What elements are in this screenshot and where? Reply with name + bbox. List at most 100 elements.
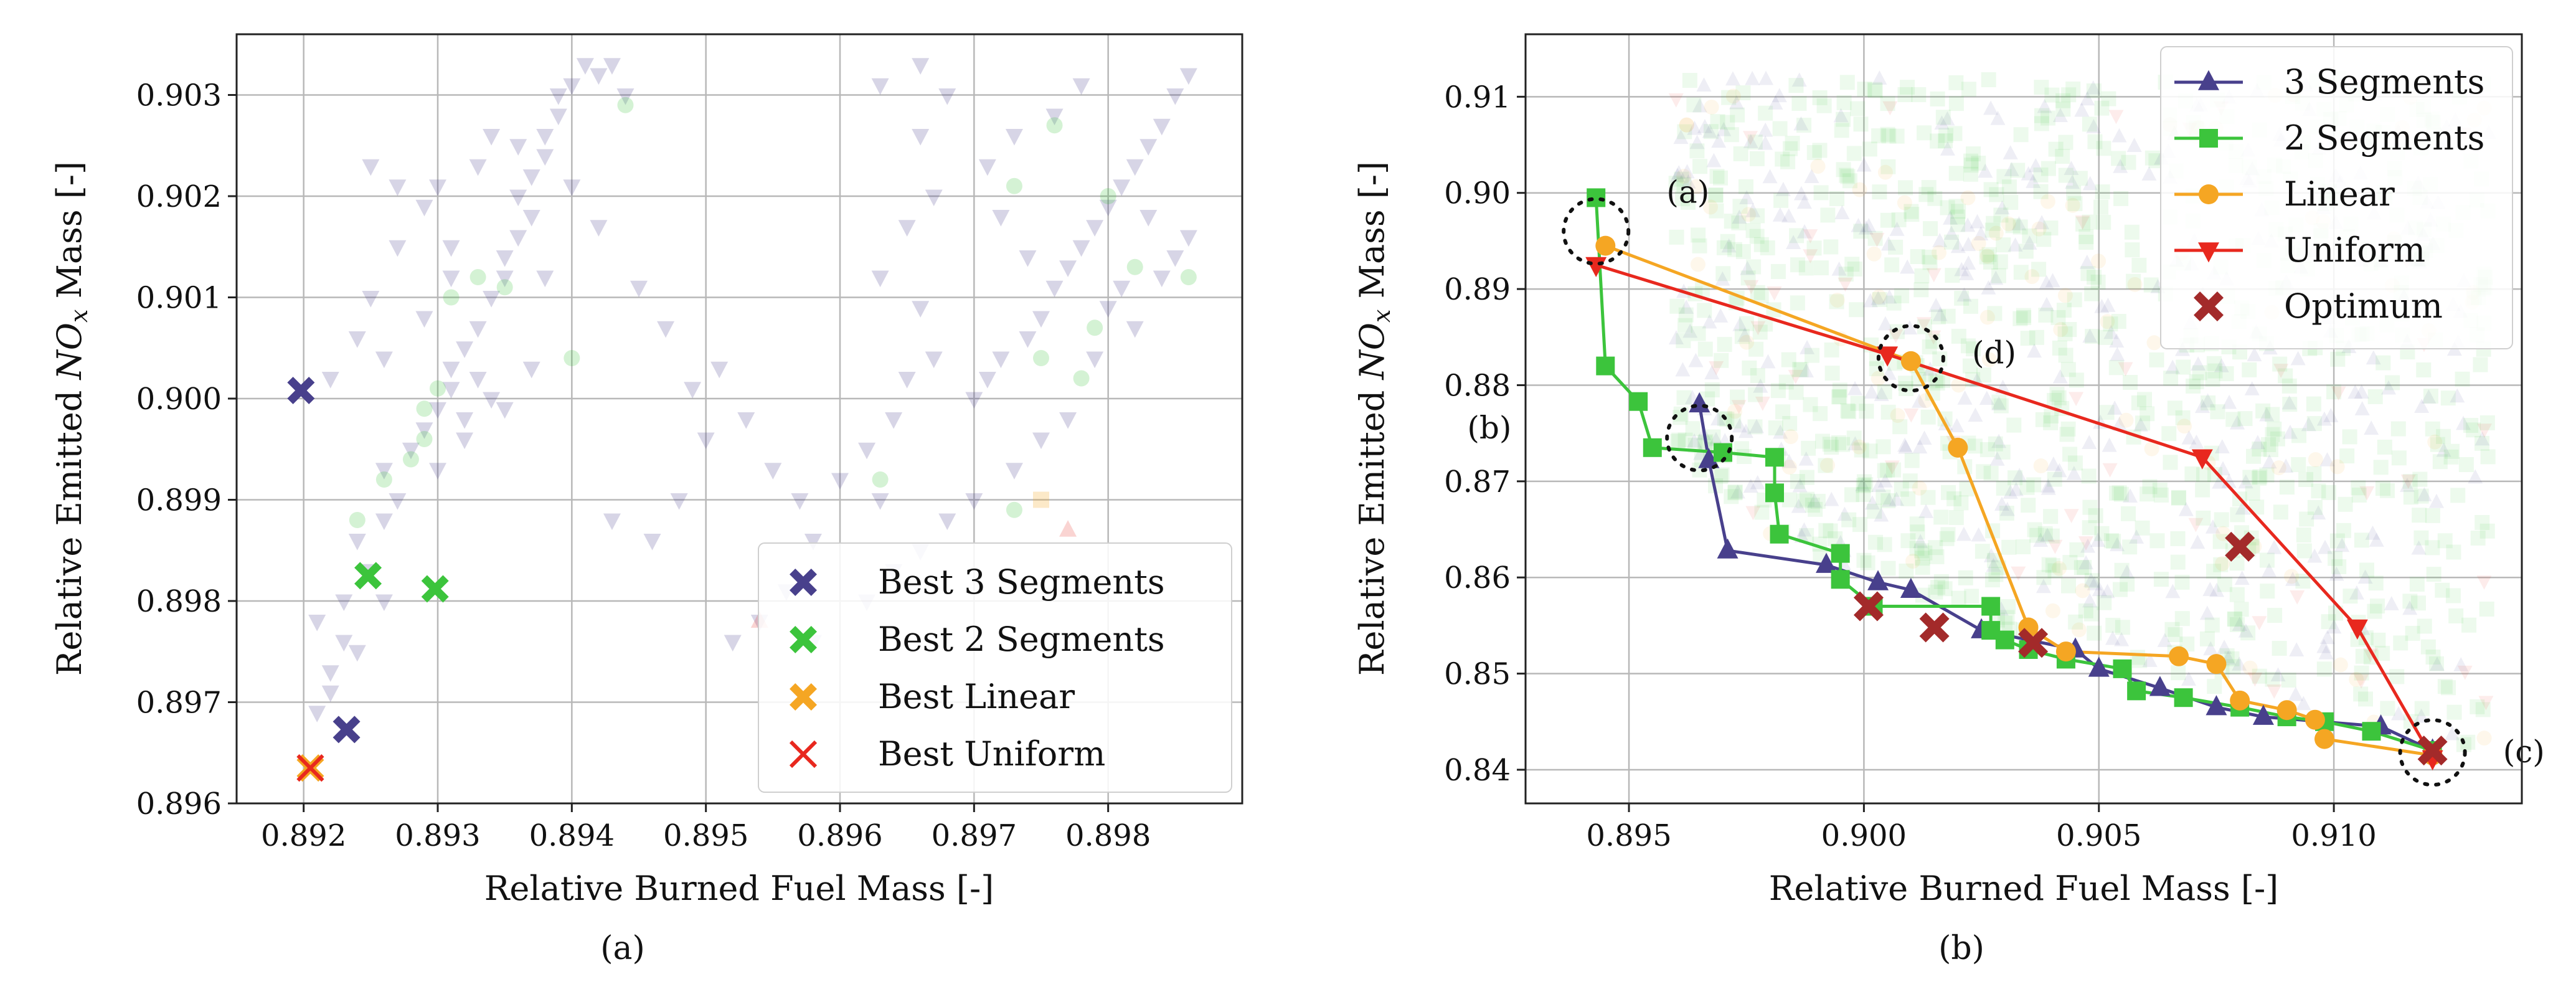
cloud-sample (1760, 354, 1776, 369)
cloud-sample (2457, 665, 2473, 680)
sample-point-3seg (415, 422, 433, 439)
sample-point-3seg (590, 220, 608, 237)
cloud-sample (1678, 307, 1694, 323)
cloud-sample (1820, 458, 1836, 473)
cloud-sample (1976, 464, 1991, 480)
cloud-sample (1839, 75, 1855, 90)
cloud-sample (2391, 450, 2407, 466)
cloud-sample (1978, 163, 1993, 178)
cloud-sample (1950, 209, 1965, 225)
cloud-sample (1801, 440, 1816, 456)
cloud-sample (2368, 575, 2384, 591)
cloud-sample (1983, 100, 1999, 115)
cloud-sample (2204, 617, 2220, 633)
panel-a-scatter: 0.892 0.893 0.894 0.895 0.896 0.897 0.898 0.89… (50, 33, 1243, 967)
cloud-sample (1875, 490, 1891, 505)
cloud-sample (1753, 378, 1768, 393)
cloud-sample (2470, 699, 2485, 714)
cloud-sample (1874, 387, 1889, 401)
cloud-sample (2096, 214, 2111, 230)
cloud-sample (1750, 475, 1765, 490)
cloud-sample (1813, 185, 1829, 201)
cloud-sample (1935, 110, 1951, 125)
cloud-sample (2067, 455, 2083, 471)
cloud-sample (2039, 275, 2054, 290)
cloud-sample (2441, 680, 2456, 696)
cloud-sample (2064, 174, 2080, 189)
cloud-sample (2214, 512, 2229, 527)
cloud-sample (2267, 684, 2282, 699)
sample-point-3seg (1153, 270, 1171, 288)
sample-point-3seg (1166, 250, 1184, 267)
cloud-sample (2225, 412, 2241, 427)
cloud-sample (1679, 164, 1695, 179)
cloud-sample (1922, 221, 1938, 237)
sample-point-2seg (349, 512, 366, 528)
cloud-sample (1944, 225, 1960, 240)
cloud-sample (1917, 430, 1932, 445)
cloud-sample (1729, 95, 1744, 110)
cloud-sample (2354, 384, 2369, 399)
cloud-sample (2203, 641, 2219, 656)
y-tick-label: 0.901 (136, 281, 222, 316)
sample-point-3seg (442, 240, 460, 257)
cloud-sample (2100, 298, 2116, 312)
cloud-sample (2175, 410, 2191, 425)
cloud-sample (1900, 80, 1915, 95)
y-tick-label: 0.897 (136, 686, 222, 721)
cloud-sample (1719, 412, 1735, 427)
cloud-sample (1752, 324, 1768, 340)
cloud-sample (1858, 477, 1874, 493)
point-linear (1900, 351, 1921, 371)
cloud-sample (1963, 158, 1979, 173)
cloud-sample (1780, 154, 1796, 169)
cloud-sample (2186, 378, 2201, 394)
cloud-sample (1760, 240, 1775, 255)
point-2-segments (2113, 659, 2132, 678)
sample-point-2seg (443, 289, 460, 306)
cloud-sample (2137, 392, 2153, 407)
x-tick-label: 0.895 (663, 818, 748, 853)
cloud-sample (2057, 288, 2073, 303)
cloud-sample (1749, 419, 1765, 433)
sample-point-3seg (590, 68, 608, 85)
legend-b: 3 Segments 2 Segments Linear Uniform Optimum (2160, 46, 2513, 349)
sample-point-3seg (429, 463, 446, 480)
cloud-sample (1912, 393, 1927, 408)
cloud-sample (2052, 463, 2067, 478)
cloud-sample (2448, 608, 2464, 624)
sample-point-3seg (603, 58, 621, 75)
cloud-sample (2290, 351, 2306, 366)
cloud-sample (1855, 477, 1871, 491)
sample-point-3seg (1072, 240, 1090, 257)
cloud-sample (1979, 249, 1994, 265)
x-ticks-a: 0.892 0.893 0.894 0.895 0.896 0.897 0.898 (261, 803, 1151, 853)
cloud-sample (2140, 406, 2155, 422)
cloud-sample (1932, 233, 1948, 247)
cloud-sample (2262, 562, 2277, 577)
cloud-sample (1991, 394, 2007, 410)
cloud-sample (2270, 431, 2285, 447)
cloud-sample (1918, 187, 1934, 202)
cloud-sample (1711, 133, 1727, 148)
sample-point-3seg (697, 432, 715, 450)
cloud-sample (2479, 415, 2495, 430)
sample-point-3seg (536, 149, 554, 166)
sample-point-2seg (375, 471, 392, 488)
sample-point-3seg (496, 270, 514, 288)
cloud-sample (1880, 561, 1896, 576)
cloud-sample (1928, 584, 1943, 600)
cloud-sample (2174, 574, 2190, 590)
cloud-sample (1963, 298, 1978, 314)
cloud-sample (1872, 70, 1887, 85)
cloud-sample (1745, 202, 1761, 217)
cloud-sample (1932, 306, 1948, 321)
cloud-sample (1880, 96, 1895, 111)
cloud-sample (1877, 463, 1892, 478)
cloud-sample (1981, 352, 1997, 367)
cloud-sample (1996, 237, 2011, 253)
cloud-sample (2199, 631, 2215, 646)
cloud-sample (1922, 255, 1938, 270)
cloud-sample (1749, 229, 1765, 244)
best-point-best-3-segments (287, 377, 315, 404)
